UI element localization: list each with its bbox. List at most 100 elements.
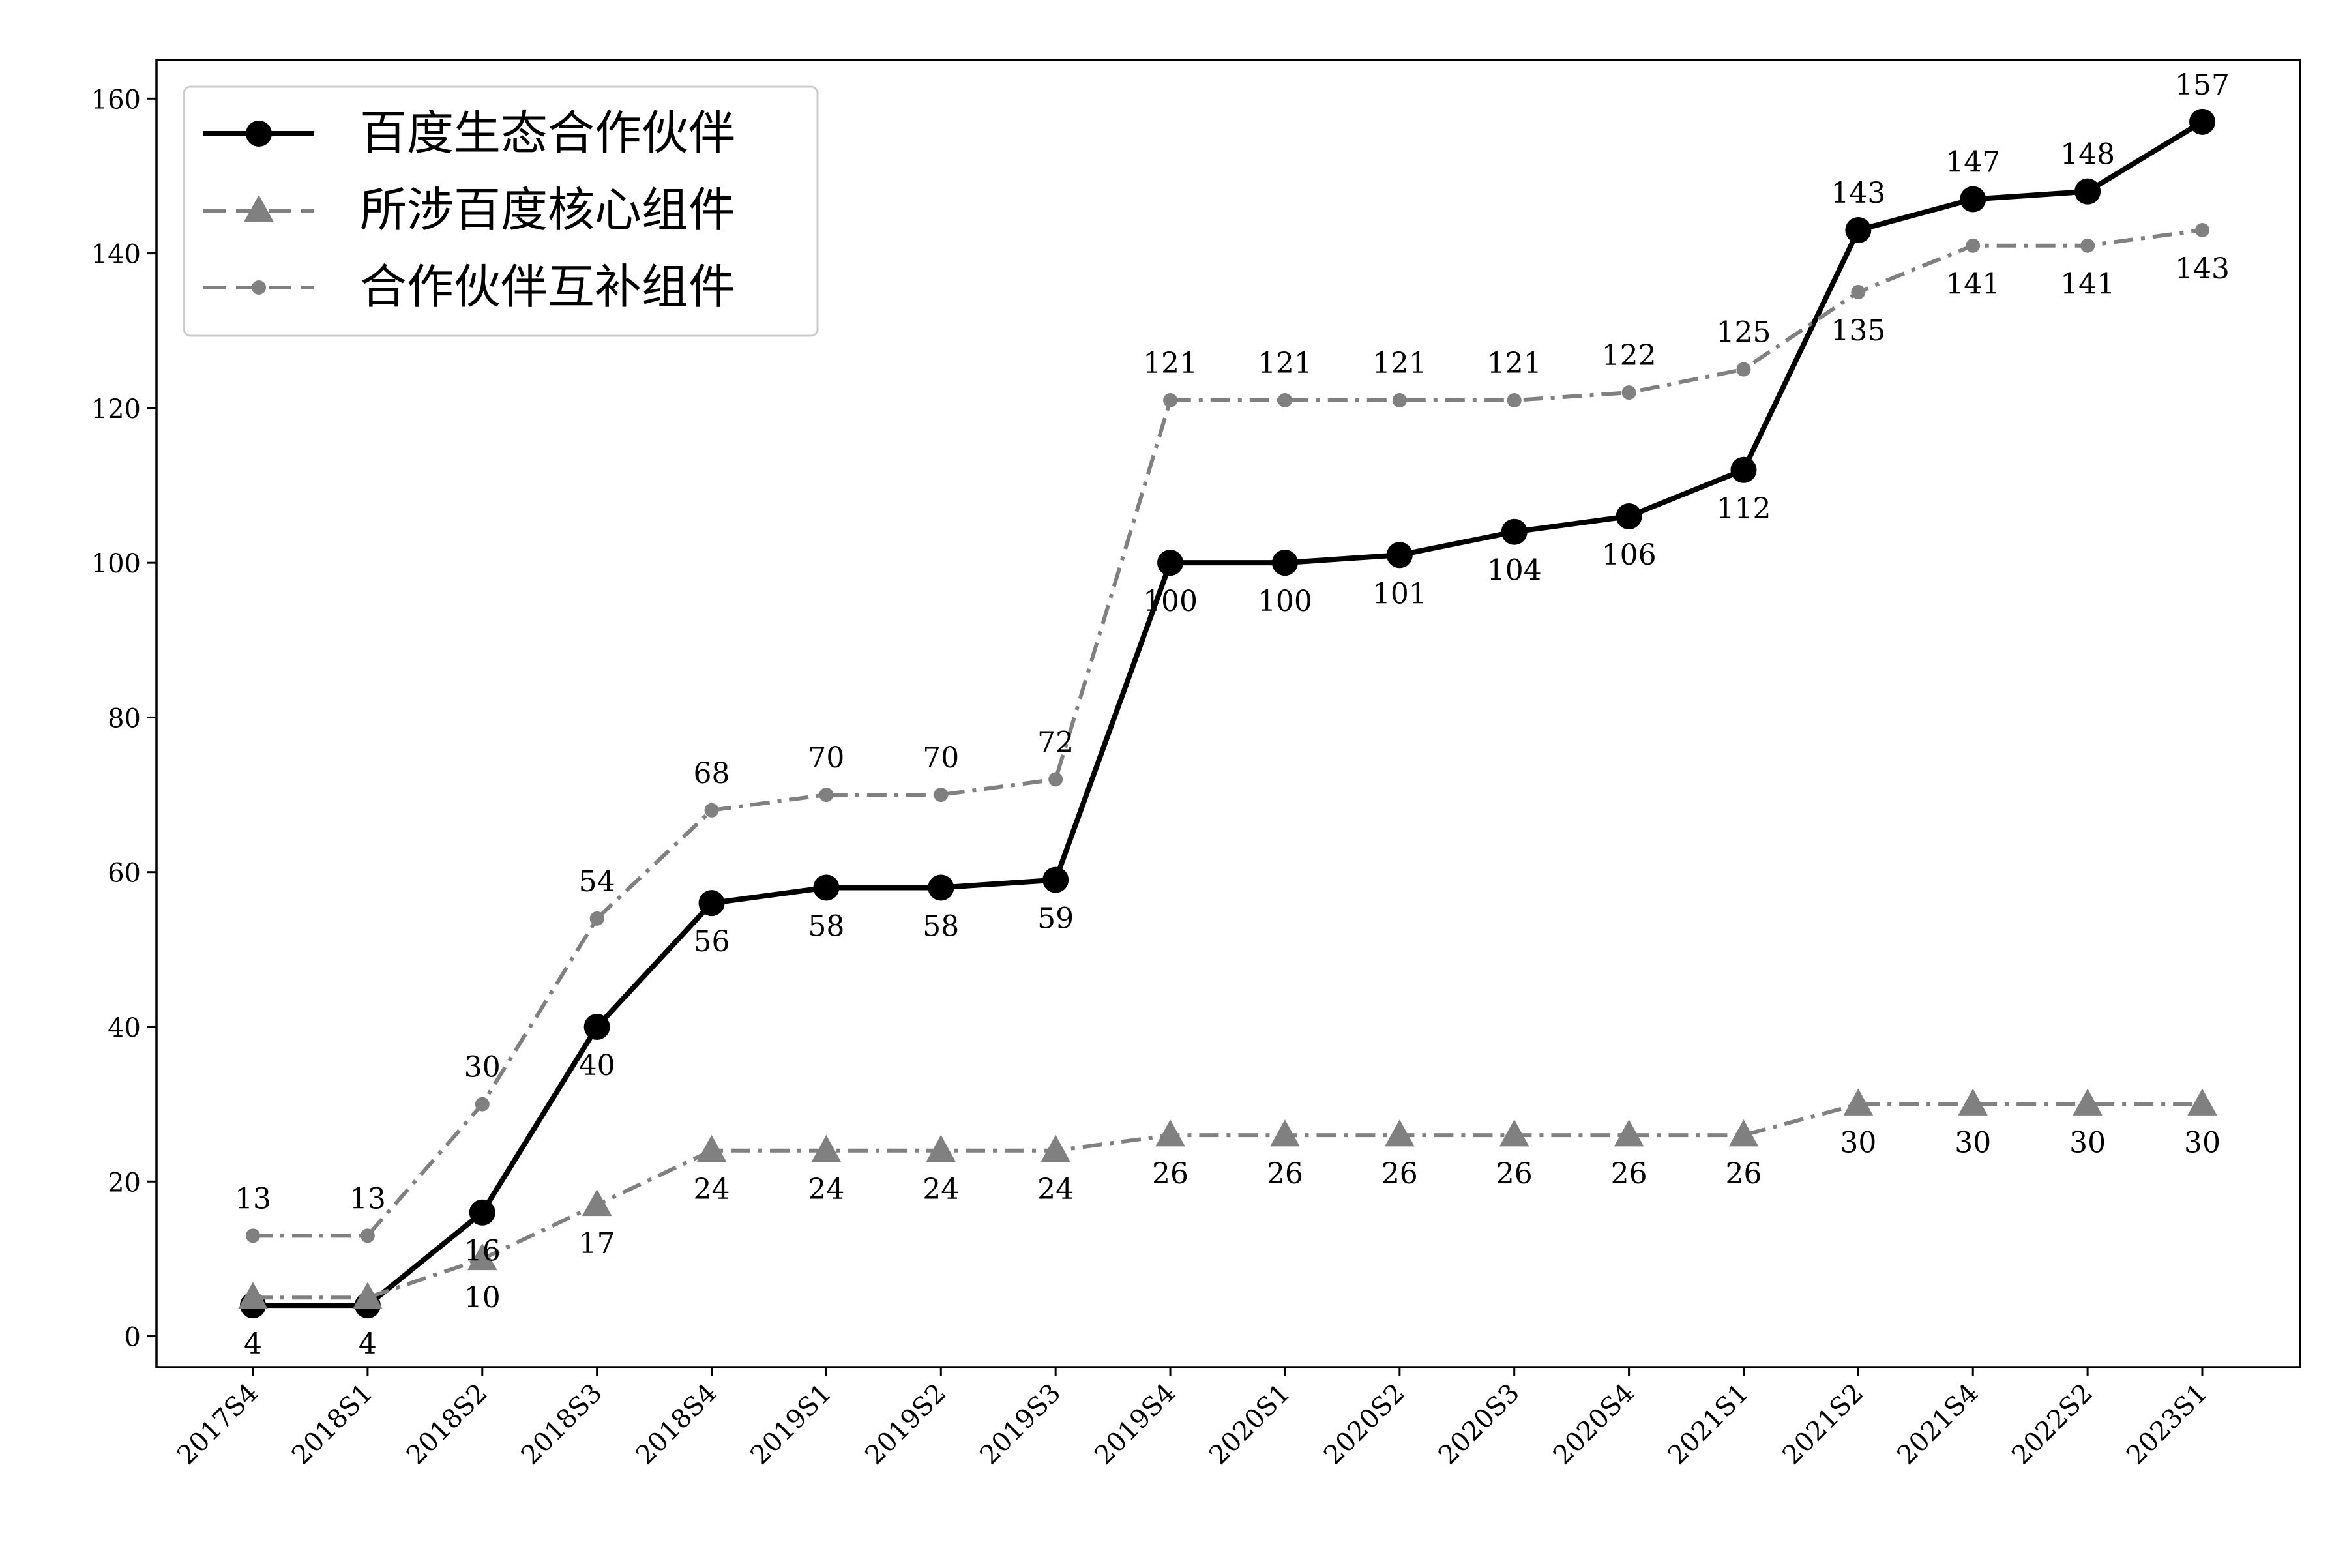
data-label: 26 xyxy=(1381,1157,1418,1191)
data-label: 13 xyxy=(235,1182,271,1215)
x-tick-label: 2021S1 xyxy=(1662,1378,1755,1471)
data-point xyxy=(1851,284,1866,299)
data-point xyxy=(1041,1134,1070,1162)
x-tick-label: 2020S1 xyxy=(1203,1378,1296,1471)
data-label: 58 xyxy=(808,910,844,943)
data-point xyxy=(1621,385,1636,400)
data-label: 30 xyxy=(2069,1127,2106,1160)
data-point xyxy=(582,1189,612,1217)
x-tick-label: 2022S2 xyxy=(2006,1378,2099,1471)
data-point xyxy=(238,1282,268,1309)
data-label: 24 xyxy=(923,1173,959,1206)
data-label: 30 xyxy=(1955,1127,1991,1160)
x-tick-label: 2020S2 xyxy=(1318,1378,1411,1471)
data-label: 58 xyxy=(923,910,959,943)
data-point xyxy=(1157,550,1184,576)
x-tick-label: 2018S2 xyxy=(401,1378,494,1471)
data-point xyxy=(589,911,604,926)
plot-frame xyxy=(155,59,2301,1368)
data-label: 30 xyxy=(464,1051,501,1084)
legend-item-2: 所涉百度核心组件 xyxy=(203,183,735,237)
data-point xyxy=(704,803,719,818)
data-point xyxy=(1966,238,1981,253)
data-point xyxy=(1728,1119,1759,1147)
data-label: 68 xyxy=(694,757,730,790)
data-label: 100 xyxy=(1143,585,1198,618)
data-label: 100 xyxy=(1258,585,1312,618)
data-label: 106 xyxy=(1602,539,1657,572)
data-label: 101 xyxy=(1372,577,1427,610)
y-tick-label: 60 xyxy=(108,859,141,889)
data-label: 135 xyxy=(1831,314,1885,348)
data-point xyxy=(1048,772,1063,787)
series-2 xyxy=(238,1088,2217,1309)
data-label: 104 xyxy=(1487,554,1542,587)
data-point xyxy=(813,874,840,901)
data-point xyxy=(360,1228,375,1243)
data-label: 125 xyxy=(1716,316,1771,349)
data-point xyxy=(1270,1119,1300,1147)
data-label: 24 xyxy=(808,1173,844,1206)
data-point xyxy=(1271,550,1298,576)
series-line xyxy=(253,228,2203,1238)
data-label: 121 xyxy=(1258,347,1312,380)
data-label: 24 xyxy=(1037,1173,1074,1206)
x-tick-label: 2023S1 xyxy=(2121,1378,2213,1471)
data-label: 143 xyxy=(1831,177,1885,210)
data-point xyxy=(1277,393,1292,408)
data-point xyxy=(696,1134,727,1162)
data-label: 56 xyxy=(694,925,730,958)
data-label: 121 xyxy=(1487,347,1542,380)
x-tick-label: 2017S4 xyxy=(171,1378,264,1471)
data-point xyxy=(1163,393,1178,408)
data-label: 4 xyxy=(244,1327,262,1361)
series-3 xyxy=(246,223,2209,1243)
y-tick-label: 100 xyxy=(91,549,141,579)
x-tick-label: 2018S4 xyxy=(630,1378,723,1471)
y-tick-label: 120 xyxy=(91,394,141,424)
data-point xyxy=(2195,223,2209,238)
data-label: 70 xyxy=(923,741,959,775)
legend-marker xyxy=(246,121,272,147)
y-tick-label: 20 xyxy=(108,1168,141,1198)
data-point xyxy=(1386,542,1413,569)
y-tick-label: 40 xyxy=(108,1013,141,1043)
data-label: 26 xyxy=(1496,1157,1533,1191)
data-point xyxy=(934,788,949,803)
y-tick-label: 80 xyxy=(108,703,141,733)
legend-label: 所涉百度核心组件 xyxy=(360,183,735,237)
data-point xyxy=(475,1097,490,1112)
data-point xyxy=(1958,1088,1988,1116)
data-point xyxy=(2080,238,2095,253)
data-point xyxy=(1042,866,1069,893)
x-tick-label: 2019S1 xyxy=(745,1378,838,1471)
data-label: 10 xyxy=(464,1281,501,1314)
data-label: 141 xyxy=(1945,268,2000,301)
data-label: 40 xyxy=(579,1049,615,1082)
data-label: 148 xyxy=(2060,138,2115,171)
data-point xyxy=(1960,186,1986,213)
data-point xyxy=(928,874,954,901)
data-label: 30 xyxy=(2184,1127,2221,1160)
legend-box xyxy=(183,85,819,337)
data-point xyxy=(2074,178,2101,205)
data-label: 72 xyxy=(1037,726,1074,759)
data-point xyxy=(246,1228,260,1243)
data-point xyxy=(811,1134,842,1162)
legend-marker xyxy=(244,195,274,222)
data-label: 112 xyxy=(1716,492,1771,525)
x-tick-label: 2019S3 xyxy=(974,1378,1067,1471)
data-point xyxy=(1155,1119,1185,1147)
data-point xyxy=(2187,1088,2217,1116)
data-point xyxy=(1501,518,1528,545)
data-label: 157 xyxy=(2175,68,2230,102)
series-line xyxy=(253,119,2204,1309)
data-label: 147 xyxy=(1945,146,2000,179)
data-label: 26 xyxy=(1267,1157,1303,1191)
y-tick-label: 160 xyxy=(91,85,141,115)
legend-marker xyxy=(252,280,266,295)
x-tick-label: 2018S1 xyxy=(286,1378,379,1471)
data-point xyxy=(469,1199,495,1226)
